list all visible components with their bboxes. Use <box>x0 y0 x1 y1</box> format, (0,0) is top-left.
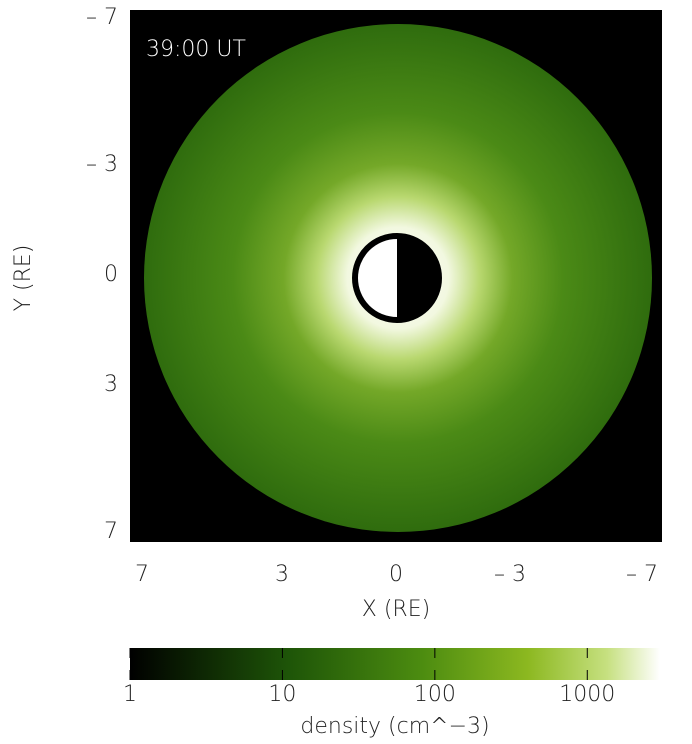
y-axis-label: Y (RE) <box>11 245 36 312</box>
x-tick-label: – 3 <box>494 562 526 587</box>
y-tick-label: 3 <box>104 372 118 397</box>
x-tick-label: 7 <box>135 562 149 587</box>
figure: 39:00 UT X (RE) Y (RE) density (cm^−3) 7… <box>0 0 692 744</box>
y-tick-label: 0 <box>104 262 118 287</box>
x-tick-label: 0 <box>389 562 403 587</box>
colorbar-label: density (cm^−3) <box>300 714 489 739</box>
x-axis-label: X (RE) <box>362 597 430 622</box>
colorbar-tick-label: 1 <box>123 682 137 707</box>
colorbar <box>130 648 660 680</box>
colorbar-tick-label: 1000 <box>559 682 615 707</box>
colorbar-tick-label: 100 <box>414 682 456 707</box>
colorbar-tick-label: 10 <box>268 682 296 707</box>
x-tick-label: – 7 <box>626 562 658 587</box>
y-tick-label: – 3 <box>86 152 118 177</box>
y-tick-label: – 7 <box>86 5 118 30</box>
y-tick-label: 7 <box>104 519 118 544</box>
time-annotation: 39:00 UT <box>146 37 246 62</box>
x-tick-label: 3 <box>275 562 289 587</box>
earth <box>355 236 439 320</box>
